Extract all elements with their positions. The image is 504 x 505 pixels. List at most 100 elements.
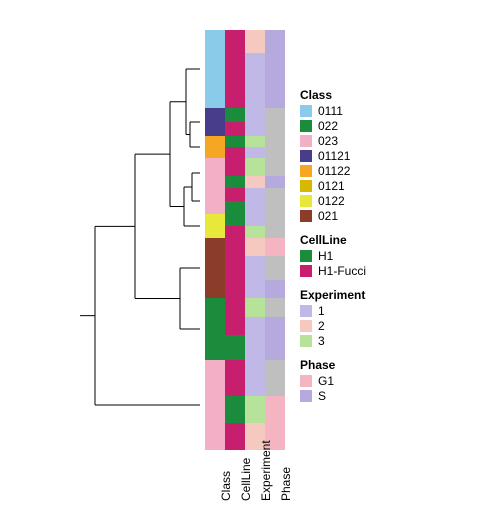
heatmap-cell — [205, 238, 225, 298]
legend-swatch — [300, 305, 312, 317]
legend-item: 0111 — [300, 104, 490, 118]
heatmap-cell — [265, 188, 285, 214]
legend-swatch — [300, 150, 312, 162]
legend-swatch — [300, 335, 312, 347]
legend-item: 01122 — [300, 164, 490, 178]
heatmap-cell — [225, 238, 245, 298]
chart-container: ClassCellLineExperimentPhase Class011102… — [0, 0, 504, 504]
legend-label: 022 — [318, 119, 338, 133]
legend-item: G1 — [300, 374, 490, 388]
x-label: Phase — [279, 481, 329, 501]
heatmap-cell — [265, 214, 285, 238]
legend-label: 021 — [318, 209, 338, 223]
legend-swatch — [300, 320, 312, 332]
legend-swatch — [300, 195, 312, 207]
heatmap-cell — [265, 108, 285, 136]
heatmap-cell — [225, 423, 245, 450]
heatmap-cell — [225, 122, 245, 136]
heatmap-cell — [225, 30, 245, 108]
legend-swatch — [300, 180, 312, 192]
legend-group-class: Class 0111022023011210112201210122021 — [300, 88, 490, 223]
heatmap-cell — [265, 298, 285, 317]
legend-label: 01121 — [318, 149, 350, 163]
heatmap-cell — [245, 360, 265, 396]
legend-label: 0122 — [318, 194, 345, 208]
heatmap-cell — [245, 30, 265, 53]
legend-label: S — [318, 389, 326, 403]
legend-swatch — [300, 135, 312, 147]
legend-title: Phase — [300, 358, 490, 372]
heatmap-col-cellline — [225, 30, 245, 450]
heatmap-cell — [265, 176, 285, 188]
heatmap-col-experiment — [245, 30, 265, 450]
legend-item: 021 — [300, 209, 490, 223]
heatmap-cell — [205, 360, 225, 450]
legend-swatch — [300, 120, 312, 132]
legend-item: 2 — [300, 319, 490, 333]
heatmap-cell — [225, 147, 245, 158]
heatmap-cell — [225, 188, 245, 201]
legend-item: 3 — [300, 334, 490, 348]
legend-item: S — [300, 389, 490, 403]
heatmap-cell — [225, 298, 245, 335]
heatmap-cell — [245, 176, 265, 188]
legend-item: 023 — [300, 134, 490, 148]
heatmap-cell — [265, 158, 285, 176]
heatmap-cell — [265, 136, 285, 158]
heatmap-cell — [245, 238, 265, 256]
heatmap-cell — [225, 335, 245, 360]
legend-group-cellline: CellLine H1H1-Fucci — [300, 233, 490, 278]
heatmap-cell — [245, 158, 265, 176]
legend-label: 2 — [318, 319, 325, 333]
dendrogram — [40, 30, 200, 450]
legend-item: 022 — [300, 119, 490, 133]
legend-title: CellLine — [300, 233, 490, 247]
heatmap — [205, 30, 285, 450]
heatmap-cell — [225, 226, 245, 238]
heatmap-cell — [225, 360, 245, 396]
legend-label: 0121 — [318, 179, 345, 193]
legends-panel: Class 0111022023011210112201210122021 Cell… — [300, 88, 490, 413]
heatmap-cell — [265, 360, 285, 396]
legend-item: H1 — [300, 249, 490, 263]
legend-label: 01122 — [318, 164, 350, 178]
heatmap-cell — [265, 256, 285, 280]
heatmap-cell — [265, 30, 285, 108]
heatmap-cell — [245, 147, 265, 158]
heatmap-cell — [245, 108, 265, 136]
heatmap-cell — [225, 396, 245, 423]
legend-swatch — [300, 390, 312, 402]
heatmap-col-class — [205, 30, 225, 450]
heatmap-cell — [205, 158, 225, 188]
heatmap-cell — [225, 158, 245, 176]
heatmap-cell — [265, 317, 285, 360]
legend-swatch — [300, 210, 312, 222]
legend-label: 1 — [318, 304, 325, 318]
legend-label: H1-Fucci — [318, 264, 366, 278]
heatmap-cell — [225, 214, 245, 226]
legend-label: G1 — [318, 374, 334, 388]
heatmap-cell — [225, 108, 245, 122]
legend-swatch — [300, 265, 312, 277]
legend-label: 0111 — [318, 104, 343, 118]
heatmap-cell — [265, 238, 285, 256]
x-axis-labels: ClassCellLineExperimentPhase — [205, 455, 285, 505]
legend-label: 3 — [318, 334, 325, 348]
heatmap-cell — [245, 226, 265, 238]
legend-label: H1 — [318, 249, 333, 263]
legend-title: Experiment — [300, 288, 490, 302]
heatmap-cell — [225, 201, 245, 214]
legend-item: 01121 — [300, 149, 490, 163]
heatmap-cell — [245, 136, 265, 147]
heatmap-cell — [245, 214, 265, 226]
heatmap-cell — [205, 30, 225, 108]
legend-item: 0121 — [300, 179, 490, 193]
heatmap-cell — [245, 317, 265, 360]
heatmap-cell — [245, 256, 265, 298]
heatmap-cell — [245, 298, 265, 317]
legend-swatch — [300, 250, 312, 262]
legend-group-experiment: Experiment 123 — [300, 288, 490, 348]
heatmap-cell — [205, 298, 225, 360]
legend-title: Class — [300, 88, 490, 102]
heatmap-cell — [265, 280, 285, 298]
